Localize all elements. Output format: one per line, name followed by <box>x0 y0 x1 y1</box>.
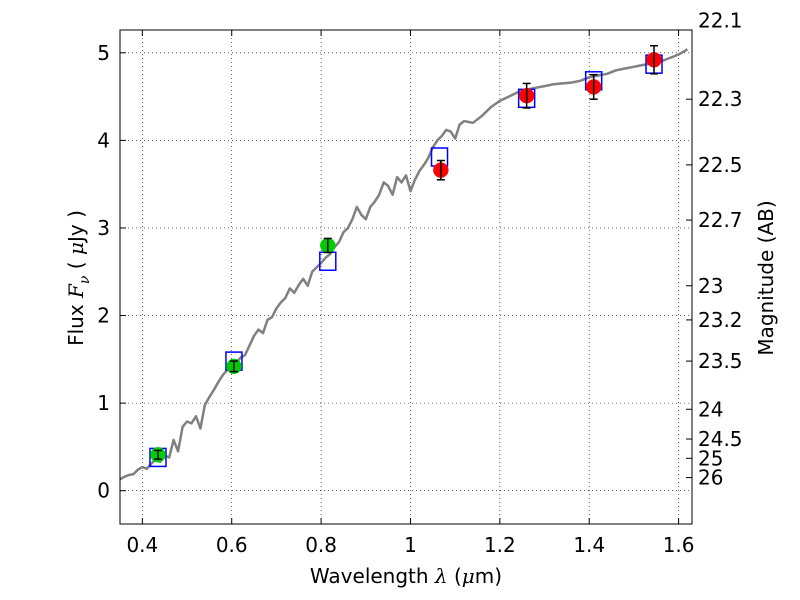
y2-tick-label: 22.1 <box>698 8 743 32</box>
y2-tick-label: 23 <box>698 274 723 298</box>
y2-tick-label: 24 <box>698 397 723 421</box>
x-tick-label: 1.4 <box>573 533 605 557</box>
y-tick-label: 2 <box>97 304 110 328</box>
x-tick-label: 1 <box>404 533 417 557</box>
y2-tick-label: 23.2 <box>698 308 743 332</box>
y-tick-label: 3 <box>97 216 110 240</box>
plot-frame <box>119 29 693 525</box>
y-axis-title: Flux Fν ( μJy ) <box>64 210 93 346</box>
x-tick-label: 1.2 <box>484 533 516 557</box>
y-tick-label: 1 <box>97 391 110 415</box>
y-tick-label: 5 <box>97 41 110 65</box>
x-tick-label: 1.6 <box>663 533 695 557</box>
y2-tick-label: 22.3 <box>698 87 743 111</box>
plot-series <box>119 45 689 481</box>
y2-tick-label: 26 <box>698 466 723 490</box>
x-tick-label: 0.6 <box>216 533 248 557</box>
y2-tick-label: 22.7 <box>698 208 743 232</box>
y2-tick-label: 24.5 <box>698 427 743 451</box>
sed-model-line <box>119 48 689 481</box>
x-tick-label: 0.4 <box>126 533 158 557</box>
y-tick-label: 4 <box>97 128 110 152</box>
y2-tick-label: 23.5 <box>698 349 743 373</box>
grid <box>120 30 692 524</box>
y2-tick-label: 25 <box>698 446 723 470</box>
x-axis-title: Wavelength λ (μm) <box>310 564 502 588</box>
x-tick-label: 0.8 <box>305 533 337 557</box>
axis-ticks: 0.4 0.6 0.8 1 1.2 1.4 1.601234522.122.322.522.… <box>97 8 742 557</box>
y2-axis-title: Magnitude (AB) <box>754 200 778 355</box>
y2-tick-label: 22.5 <box>698 153 743 177</box>
y-tick-label: 0 <box>97 479 110 503</box>
